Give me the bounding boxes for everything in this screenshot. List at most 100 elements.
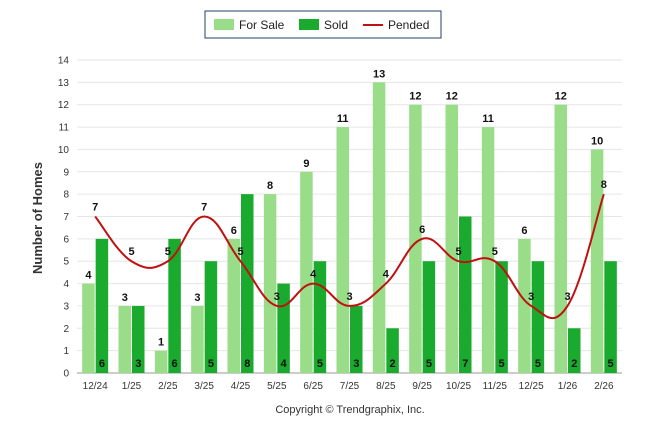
legend-label-sold: Sold xyxy=(324,18,348,32)
label-sold: 3 xyxy=(353,358,359,370)
label-sold: 2 xyxy=(571,358,577,370)
bar-sold xyxy=(95,238,109,373)
label-for-sale: 12 xyxy=(555,91,567,103)
x-tick-label: 7/25 xyxy=(340,381,360,392)
x-tick-label: 4/25 xyxy=(231,381,251,392)
label-pended: 3 xyxy=(528,291,534,303)
y-tick-label: 4 xyxy=(63,279,69,290)
label-sold: 5 xyxy=(535,358,541,370)
bar-for-sale xyxy=(445,104,458,373)
bar-sold xyxy=(204,261,218,373)
legend-swatch-sold xyxy=(299,19,319,30)
label-sold: 6 xyxy=(172,358,178,370)
y-tick-label: 0 xyxy=(63,369,69,380)
bar-sold xyxy=(568,328,581,373)
x-tick-label: 2/25 xyxy=(158,381,178,392)
label-for-sale: 11 xyxy=(482,113,494,125)
label-for-sale: 13 xyxy=(373,68,385,80)
label-sold: 5 xyxy=(317,358,323,370)
y-tick-label: 1 xyxy=(63,346,69,357)
bar-for-sale xyxy=(154,350,168,373)
y-tick-label: 14 xyxy=(58,56,70,67)
x-tick-label: 12/24 xyxy=(83,381,108,392)
bar-for-sale xyxy=(518,238,531,373)
label-sold: 5 xyxy=(426,358,432,370)
y-axis-label: Number of Homes xyxy=(30,162,45,274)
bar-for-sale xyxy=(409,104,422,373)
y-tick-label: 9 xyxy=(63,167,69,178)
x-tick-label: 6/25 xyxy=(303,381,323,392)
bar-for-sale xyxy=(82,283,95,373)
y-tick-label: 10 xyxy=(58,145,70,156)
x-tick-label: 1/26 xyxy=(558,381,578,392)
legend-box xyxy=(204,10,442,39)
label-pended: 5 xyxy=(165,246,171,258)
legend-swatch-for-sale xyxy=(214,19,234,30)
x-tick-label: 10/25 xyxy=(446,381,471,392)
x-tick-label: 5/25 xyxy=(267,381,287,392)
bar-for-sale xyxy=(372,82,386,373)
label-pended: 5 xyxy=(492,246,498,258)
label-sold: 3 xyxy=(135,358,141,370)
bar-sold xyxy=(495,261,508,373)
y-tick-label: 6 xyxy=(63,234,69,245)
bar-sold xyxy=(132,305,145,373)
bar-for-sale xyxy=(191,305,204,373)
bar-for-sale xyxy=(481,127,495,373)
bar-for-sale xyxy=(118,305,131,373)
bar-sold xyxy=(531,261,545,373)
label-pended: 3 xyxy=(346,291,352,303)
legend-label-pended: Pended xyxy=(388,18,429,32)
label-sold: 4 xyxy=(281,358,288,370)
label-for-sale: 3 xyxy=(122,292,128,304)
label-for-sale: 1 xyxy=(158,337,164,349)
label-pended: 3 xyxy=(274,291,280,303)
x-tick-label: 11/25 xyxy=(483,381,508,392)
bar-for-sale xyxy=(263,194,277,373)
bar-for-sale xyxy=(336,127,349,373)
copyright-text: Copyright © Trendgraphix, Inc. xyxy=(275,404,424,416)
label-pended: 4 xyxy=(383,269,390,281)
y-tick-label: 13 xyxy=(58,78,70,89)
x-tick-label: 3/25 xyxy=(194,381,214,392)
bar-sold xyxy=(313,261,327,373)
bar-sold xyxy=(241,194,254,373)
bar-sold xyxy=(459,216,472,373)
label-sold: 7 xyxy=(462,358,468,370)
label-for-sale: 8 xyxy=(267,180,273,192)
label-sold: 2 xyxy=(390,358,396,370)
x-tick-label: 12/25 xyxy=(519,381,544,392)
pended-line-group xyxy=(94,193,605,320)
bar-for-sale xyxy=(227,238,240,373)
label-pended: 5 xyxy=(237,246,243,258)
y-tick-label: 8 xyxy=(63,190,69,201)
label-pended: 7 xyxy=(92,202,98,214)
label-for-sale: 11 xyxy=(337,113,349,125)
y-tick-label: 12 xyxy=(58,100,70,111)
label-pended: 5 xyxy=(128,246,134,258)
y-tick-label: 11 xyxy=(59,123,70,134)
label-for-sale: 6 xyxy=(521,225,527,237)
y-tick-label: 7 xyxy=(63,212,69,223)
label-sold: 5 xyxy=(208,358,214,370)
x-tick-label: 9/25 xyxy=(412,381,432,392)
bar-sold xyxy=(168,238,181,373)
label-pended: 5 xyxy=(455,246,461,258)
bar-for-sale xyxy=(554,104,567,373)
bar-sold xyxy=(422,261,436,373)
label-pended: 8 xyxy=(601,179,607,191)
label-for-sale: 4 xyxy=(85,270,92,282)
bars xyxy=(82,82,617,373)
bar-sold xyxy=(350,305,363,373)
label-for-sale: 6 xyxy=(231,225,237,237)
x-tick-label: 8/25 xyxy=(376,381,396,392)
bar-sold xyxy=(604,261,617,373)
label-for-sale: 9 xyxy=(303,158,309,170)
x-tick-label: 1/25 xyxy=(122,381,142,392)
label-sold: 5 xyxy=(499,358,505,370)
y-tick-label: 3 xyxy=(63,301,69,312)
label-pended: 7 xyxy=(201,202,207,214)
pended-line xyxy=(94,193,605,320)
label-pended: 6 xyxy=(419,224,425,236)
